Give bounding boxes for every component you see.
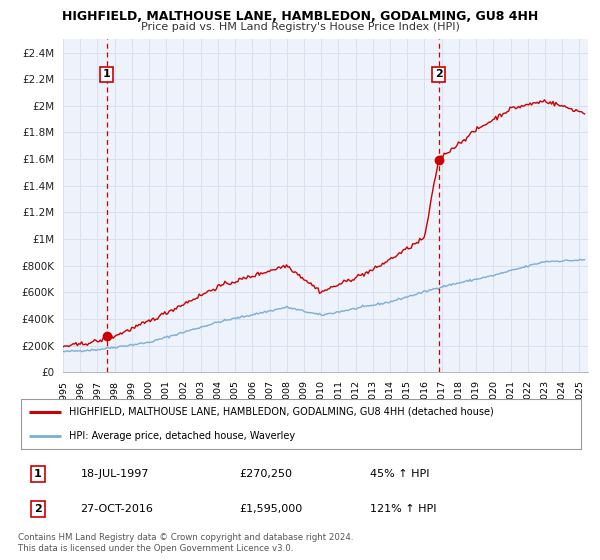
Text: Contains HM Land Registry data © Crown copyright and database right 2024.
This d: Contains HM Land Registry data © Crown c… <box>18 533 353 553</box>
Text: 1: 1 <box>34 469 42 479</box>
Text: 2: 2 <box>435 69 442 79</box>
FancyBboxPatch shape <box>21 399 581 449</box>
Text: 18-JUL-1997: 18-JUL-1997 <box>80 469 149 479</box>
Text: HPI: Average price, detached house, Waverley: HPI: Average price, detached house, Wave… <box>69 431 295 441</box>
Text: £270,250: £270,250 <box>239 469 292 479</box>
Text: 45% ↑ HPI: 45% ↑ HPI <box>370 469 429 479</box>
Text: 2: 2 <box>34 505 42 514</box>
Text: 27-OCT-2016: 27-OCT-2016 <box>80 505 153 514</box>
Text: Price paid vs. HM Land Registry's House Price Index (HPI): Price paid vs. HM Land Registry's House … <box>140 22 460 32</box>
Text: 1: 1 <box>103 69 110 79</box>
Text: £1,595,000: £1,595,000 <box>239 505 302 514</box>
Text: HIGHFIELD, MALTHOUSE LANE, HAMBLEDON, GODALMING, GU8 4HH: HIGHFIELD, MALTHOUSE LANE, HAMBLEDON, GO… <box>62 10 538 23</box>
Text: HIGHFIELD, MALTHOUSE LANE, HAMBLEDON, GODALMING, GU8 4HH (detached house): HIGHFIELD, MALTHOUSE LANE, HAMBLEDON, GO… <box>69 407 494 417</box>
Text: 121% ↑ HPI: 121% ↑ HPI <box>370 505 436 514</box>
